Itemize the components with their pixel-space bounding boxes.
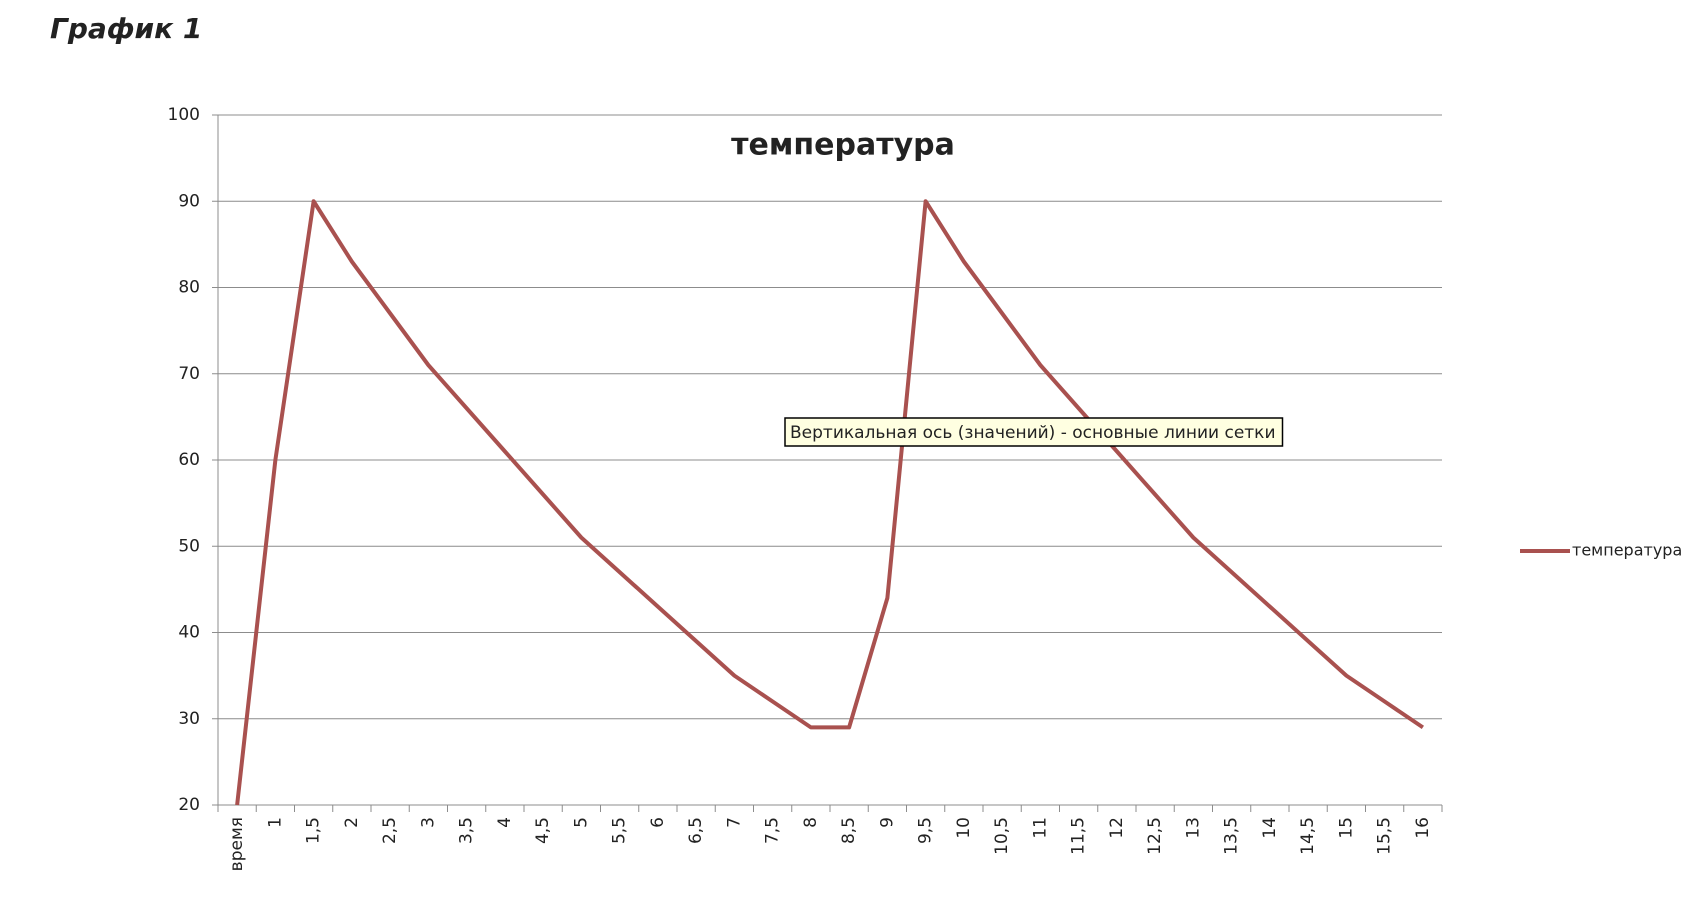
x-tick-label: 15 xyxy=(1336,817,1356,839)
x-tick-label: 2,5 xyxy=(380,817,400,844)
x-tick-label: 12 xyxy=(1107,817,1127,839)
x-tick-label: 13 xyxy=(1183,817,1203,839)
x-tick-label: 1 xyxy=(265,817,285,828)
x-tick-label: 11,5 xyxy=(1069,817,1089,855)
series-line xyxy=(235,199,1425,806)
x-tick-label: 3,5 xyxy=(457,817,477,844)
x-tick-label: 6,5 xyxy=(686,817,706,844)
x-tick-label: 13,5 xyxy=(1222,817,1242,855)
x-tick-label: 12,5 xyxy=(1145,817,1165,855)
x-tick-label: 9 xyxy=(877,817,897,828)
x-tick-label: 8,5 xyxy=(839,817,859,844)
y-tick-label: 40 xyxy=(178,623,200,643)
x-tick-label: 9,5 xyxy=(916,817,936,844)
x-tick-label: 4 xyxy=(495,817,515,828)
x-tick-label: 5 xyxy=(571,817,591,828)
x-tick-label: 7 xyxy=(724,817,744,828)
y-tick-label: 50 xyxy=(178,536,200,556)
x-tick-label: время xyxy=(227,817,247,871)
y-tick-label: 100 xyxy=(168,105,200,125)
y-tick-label: 90 xyxy=(178,191,200,211)
x-tick-label: 4,5 xyxy=(533,817,553,844)
tooltip-box xyxy=(784,417,1284,447)
y-tick-label: 80 xyxy=(178,278,200,298)
x-tick-label: 10,5 xyxy=(992,817,1012,855)
x-tick-label: 10 xyxy=(954,817,974,839)
x-tick-label: 11 xyxy=(1030,817,1050,839)
x-tick-label: 16 xyxy=(1413,817,1433,839)
x-tick-label: 14 xyxy=(1260,817,1280,839)
x-tick-label: 7,5 xyxy=(763,817,783,844)
x-tick-label: 2 xyxy=(342,817,362,828)
x-tick-label: 1,5 xyxy=(304,817,324,844)
x-tick-label: 6 xyxy=(648,817,668,828)
y-tick-label: 20 xyxy=(178,795,200,815)
legend-label: температура xyxy=(1572,541,1682,560)
heading: График 1 xyxy=(50,12,202,45)
x-tick-label: 8 xyxy=(801,817,821,828)
x-tick-label: 3 xyxy=(418,817,438,828)
chart-title: температура xyxy=(731,128,955,163)
x-tick-label: 15,5 xyxy=(1375,817,1395,855)
y-tick-label: 30 xyxy=(178,709,200,729)
tooltip-text: Вертикальная ось (значений) - основные л… xyxy=(790,423,1276,443)
y-tick-label: 70 xyxy=(178,364,200,384)
tooltip: Вертикальная ось (значений) - основные л… xyxy=(784,417,1284,447)
x-tick-label: 14,5 xyxy=(1298,817,1318,855)
x-tick-label: 5,5 xyxy=(610,817,630,844)
y-tick-label: 60 xyxy=(178,450,200,470)
